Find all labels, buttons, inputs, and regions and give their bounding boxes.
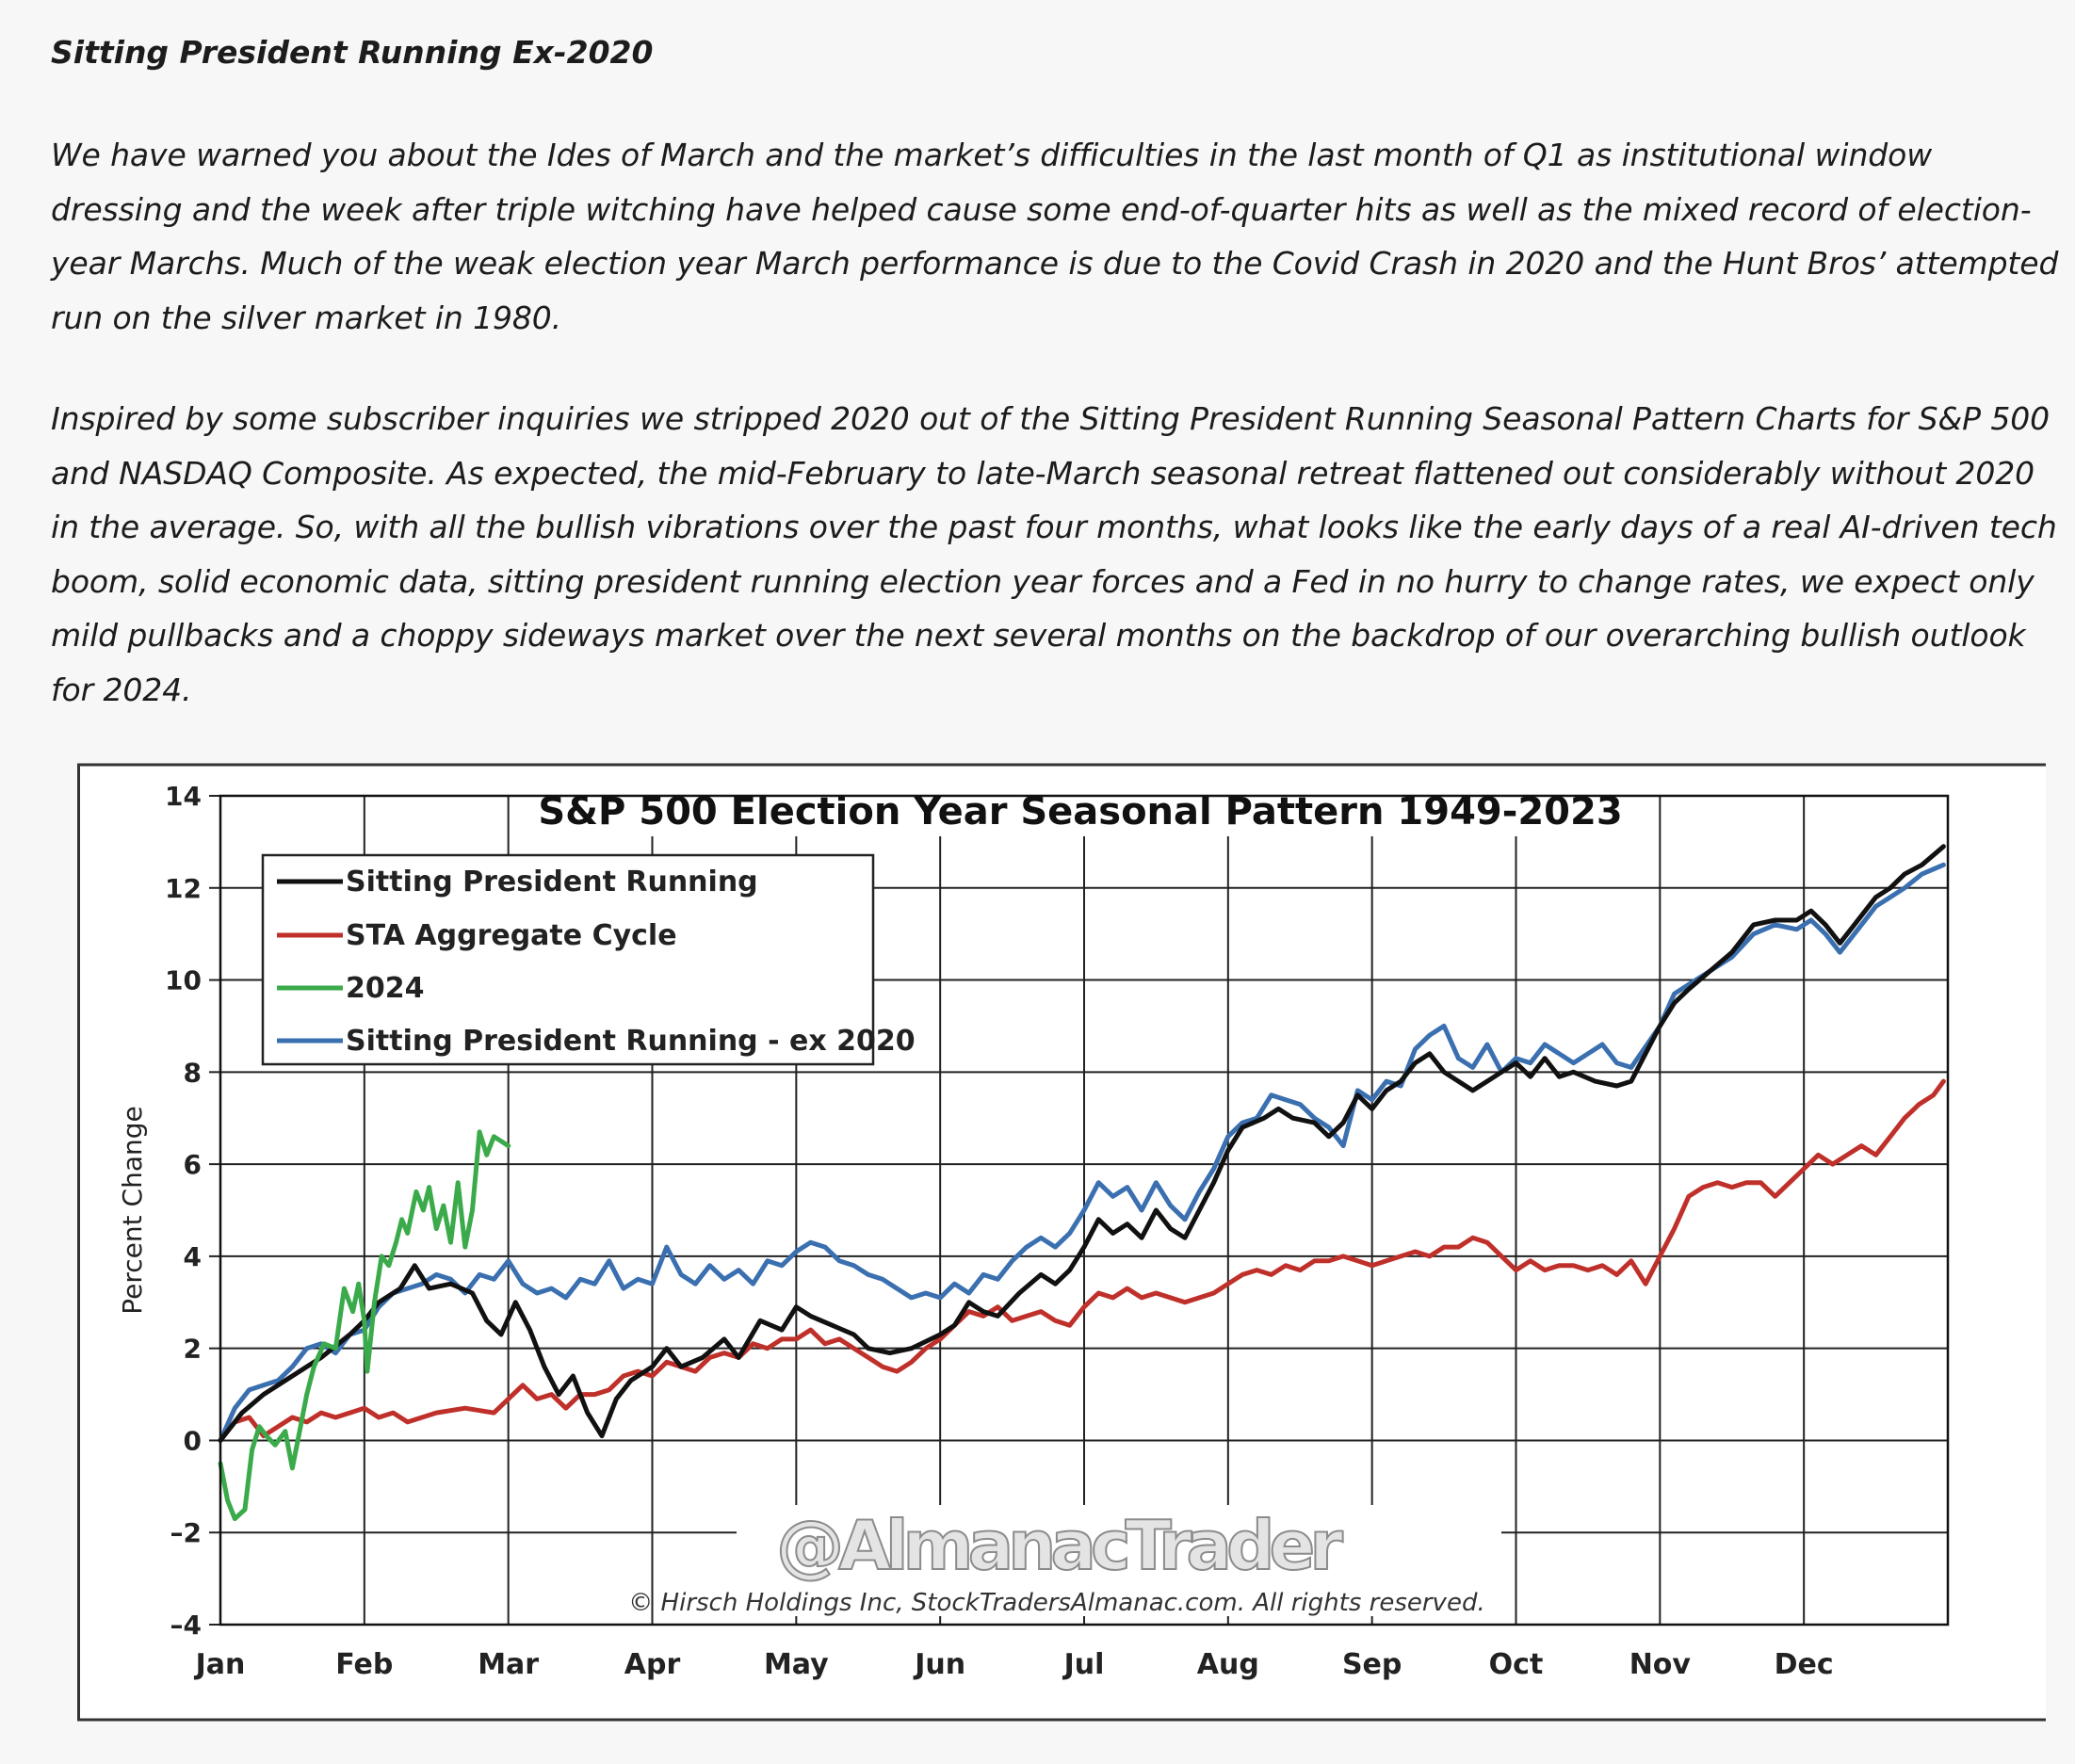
- y-tick-label: 10: [165, 965, 202, 996]
- y-tick-label: –4: [170, 1610, 202, 1641]
- chart-container: 14 12 10 8 6 4 2 0 –2 –4 Jan Feb Mar Apr May Jun Jul Aug…: [77, 761, 2046, 1724]
- article: Sitting President Running Ex-2020 We hav…: [51, 21, 2067, 764]
- x-tick-label: Jul: [1062, 1648, 1105, 1681]
- watermark: @AlmanacTrader: [776, 1506, 1343, 1585]
- series: [218, 844, 1946, 1522]
- y-tick-label: 12: [165, 873, 202, 904]
- watermark-background: [737, 1505, 1501, 1616]
- legend-label-2024: 2024: [346, 972, 425, 1005]
- y-axis-label: Percent Change: [117, 1106, 148, 1314]
- x-tick-label: Aug: [1197, 1648, 1259, 1681]
- legend-box: [261, 853, 875, 1066]
- x-axis-ticks: Jan Feb Mar Apr May Jun Jul Aug Sep Oct Nov Dec: [194, 1648, 1834, 1681]
- chart-title: S&P 500 Election Year Seasonal Pattern 1…: [538, 790, 1622, 833]
- x-tick-label: Nov: [1629, 1648, 1692, 1681]
- article-paragraph-1: We have warned you about the Ides of Mar…: [51, 137, 2059, 336]
- x-tick-label: Apr: [624, 1648, 681, 1681]
- y-tick-label: 6: [184, 1149, 202, 1180]
- y-tick-label: 14: [165, 781, 202, 812]
- y-tick-label: –2: [170, 1517, 202, 1548]
- chart-title-background: [543, 782, 1617, 836]
- legend: Sitting President Running STA Aggregate …: [261, 853, 916, 1066]
- x-tick-label: Jun: [913, 1648, 965, 1681]
- legend-label-ex-2020: Sitting President Running - ex 2020: [346, 1025, 916, 1058]
- series-line-sta-aggregate: [218, 1078, 1946, 1443]
- x-tick-label: Mar: [478, 1648, 539, 1681]
- grid: [220, 796, 1948, 1625]
- seasonal-pattern-chart: 14 12 10 8 6 4 2 0 –2 –4 Jan Feb Mar Apr May Jun Jul Aug…: [77, 763, 2046, 1722]
- article-heading: Sitting President Running Ex-2020: [51, 34, 654, 71]
- x-tick-label: Oct: [1489, 1648, 1544, 1681]
- article-paragraph-2: Inspired by some subscriber inquiries we…: [51, 400, 2057, 708]
- x-tick-label: May: [764, 1648, 829, 1681]
- x-tick-label: Dec: [1775, 1648, 1834, 1681]
- y-tick-label: 8: [184, 1057, 202, 1088]
- x-tick-label: Feb: [335, 1648, 393, 1681]
- y-tick-label: 4: [184, 1241, 202, 1272]
- y-axis-ticks: 14 12 10 8 6 4 2 0 –2 –4: [165, 781, 220, 1641]
- series-line-ex-2020: [218, 862, 1946, 1443]
- x-tick-label: Jan: [194, 1648, 246, 1681]
- y-tick-label: 2: [184, 1334, 202, 1365]
- series-line-sitting-president: [218, 844, 1946, 1443]
- y-tick-label: 0: [184, 1425, 202, 1456]
- plot-area-border: [219, 794, 1950, 1626]
- x-tick-label: Sep: [1342, 1648, 1402, 1681]
- legend-label-sitting-president: Sitting President Running: [346, 866, 758, 898]
- series-line-2024: [218, 1129, 511, 1522]
- copyright: © Hirsch Holdings Inc, StockTradersAlman…: [628, 1589, 1484, 1617]
- legend-label-sta-aggregate: STA Aggregate Cycle: [346, 919, 677, 952]
